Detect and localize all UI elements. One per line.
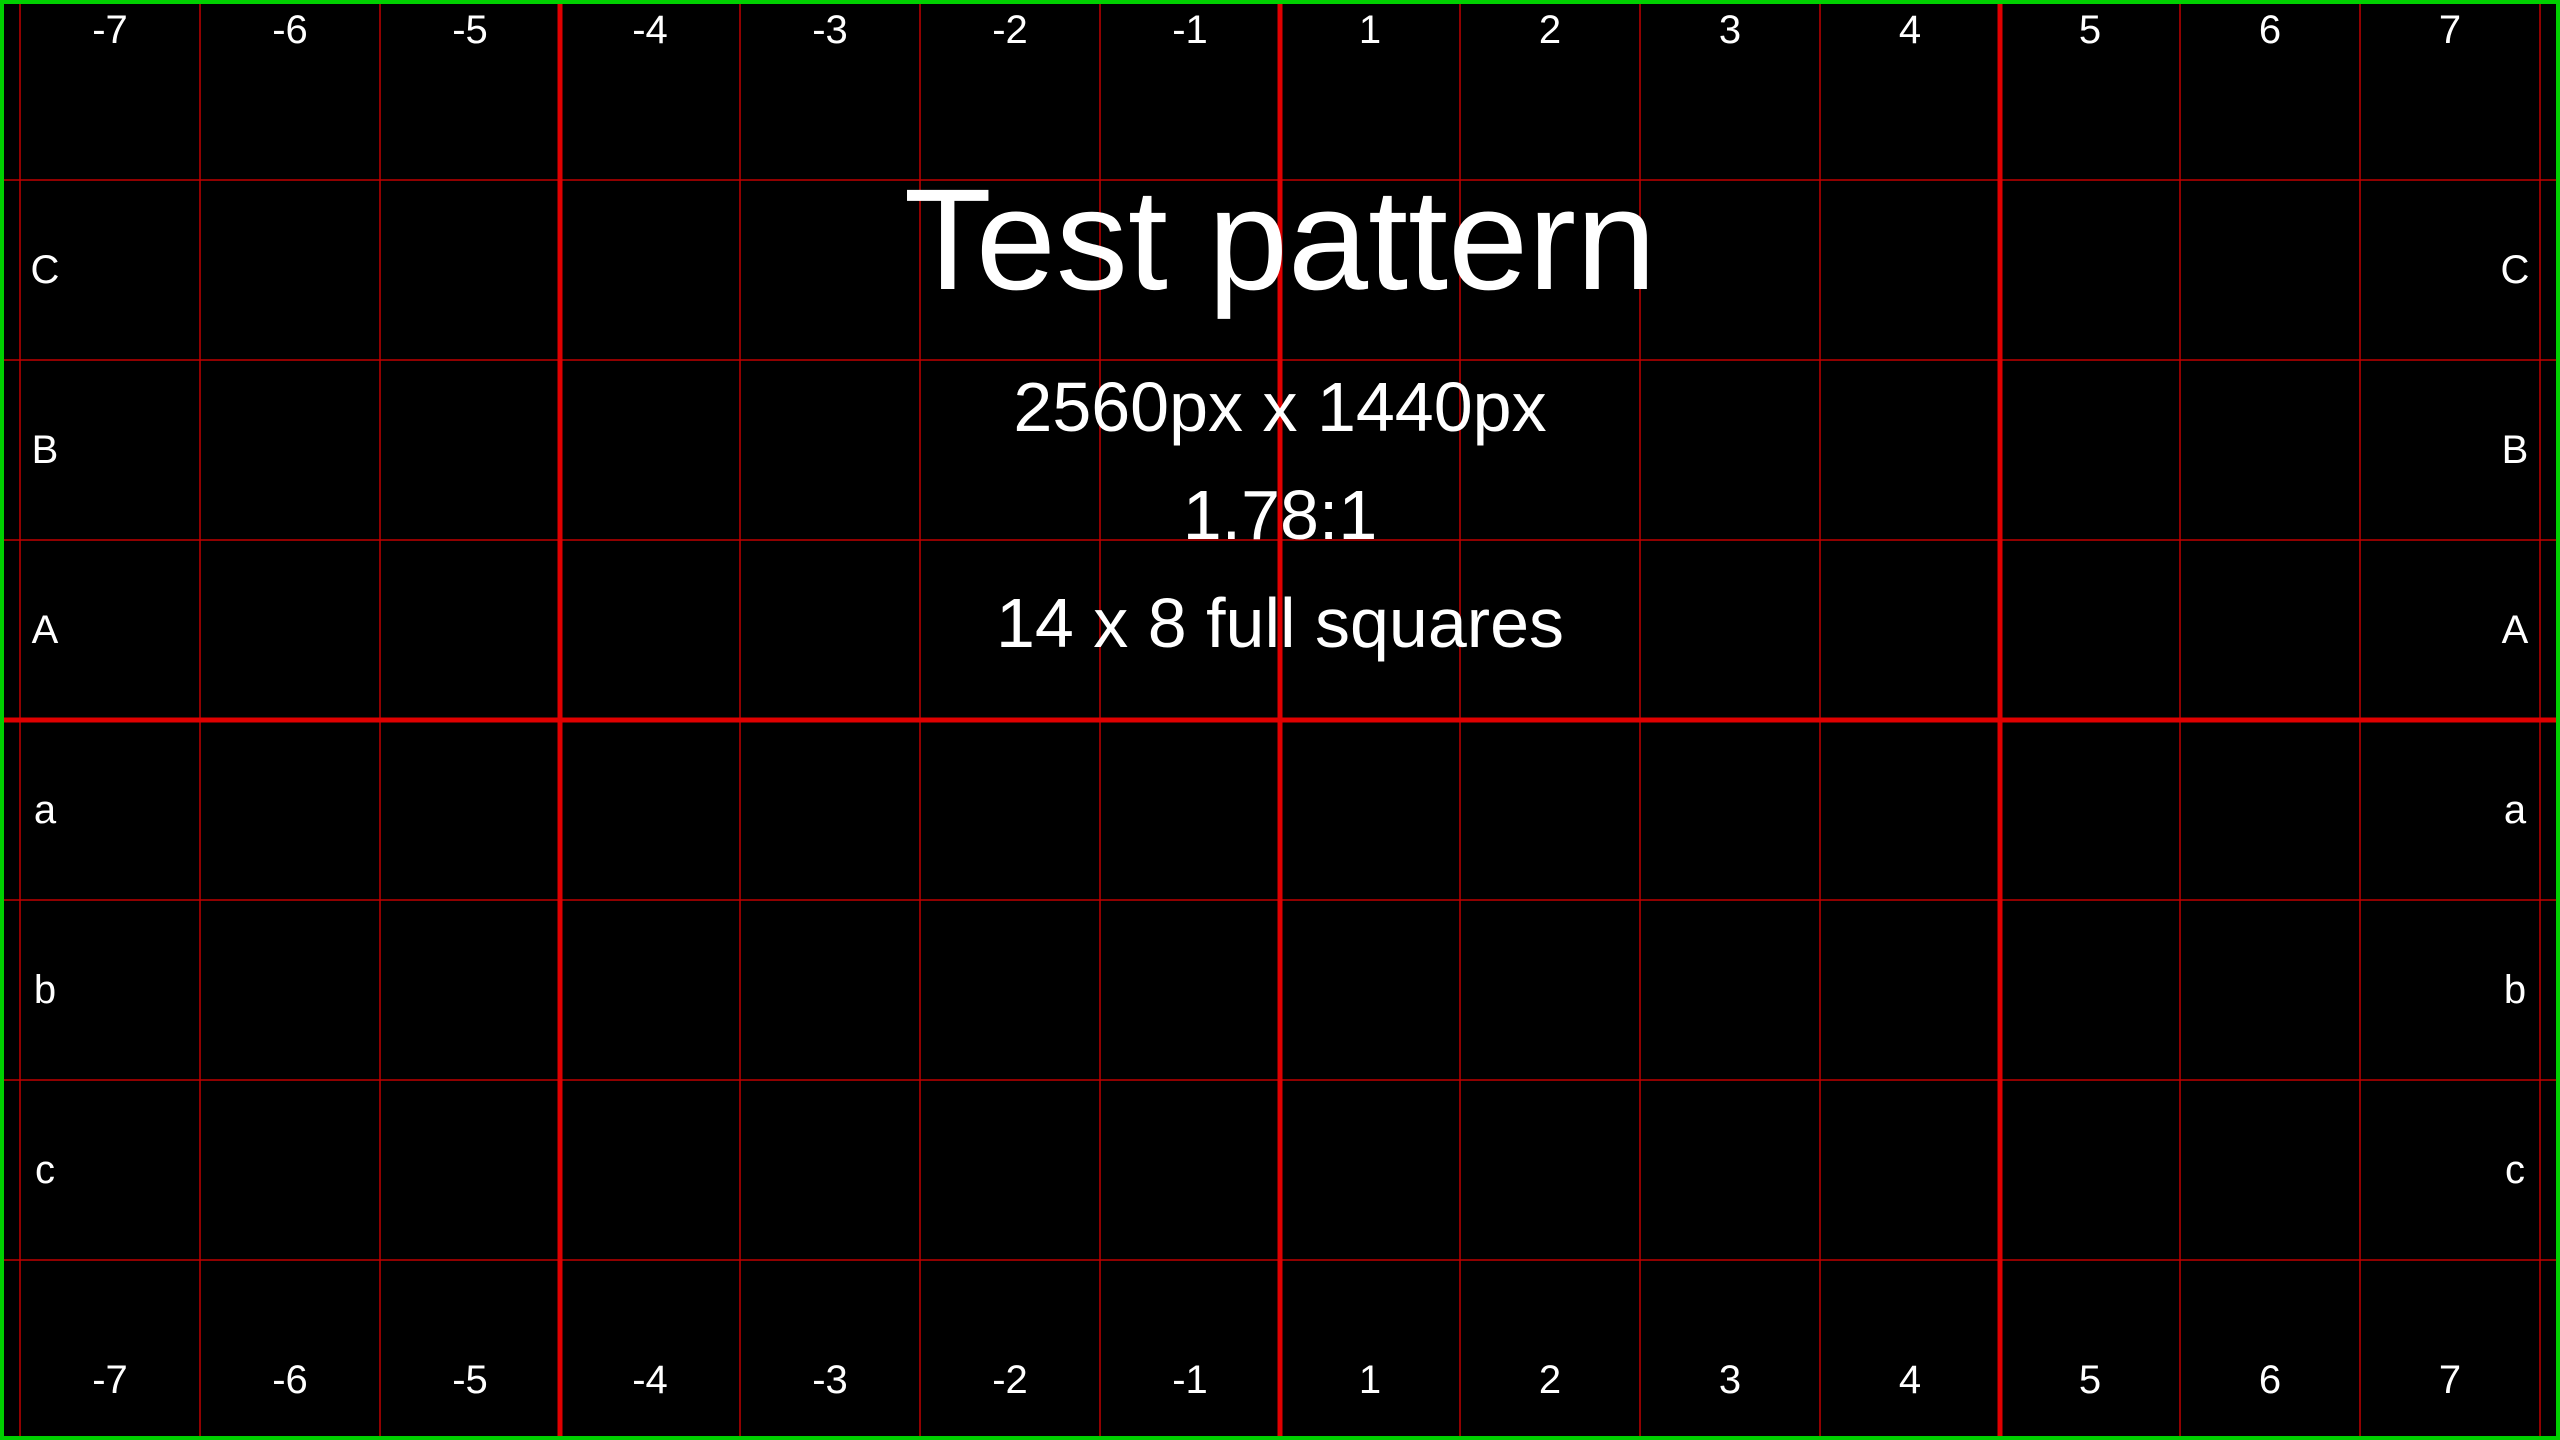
column-label-top: 2 — [1538, 8, 1562, 52]
column-label-top: 5 — [2078, 8, 2102, 52]
row-label-right: c — [2505, 1148, 2525, 1192]
column-label-bottom: -6 — [272, 1358, 308, 1402]
column-label-top: 7 — [2438, 8, 2462, 52]
row-label-left: C — [30, 248, 60, 292]
column-label-bottom: -3 — [812, 1358, 848, 1402]
column-label-top: -4 — [632, 8, 668, 52]
column-label-bottom: -5 — [452, 1358, 488, 1402]
column-label-top: 4 — [1898, 8, 1922, 52]
column-label-bottom: 6 — [2258, 1358, 2282, 1402]
row-label-right: B — [2501, 428, 2529, 472]
row-label-right: b — [2503, 968, 2527, 1012]
column-label-top: -7 — [92, 8, 128, 52]
row-label-left: c — [35, 1148, 55, 1192]
column-label-bottom: 5 — [2078, 1358, 2102, 1402]
column-label-bottom: 1 — [1358, 1358, 1382, 1402]
column-label-bottom: 7 — [2438, 1358, 2462, 1402]
column-label-top: 6 — [2258, 8, 2282, 52]
row-label-right: C — [2500, 248, 2530, 292]
row-label-left: a — [33, 788, 57, 832]
row-label-right: a — [2503, 788, 2527, 832]
column-label-top: -2 — [992, 8, 1028, 52]
column-label-bottom: -7 — [92, 1358, 128, 1402]
row-label-right: A — [2501, 608, 2529, 652]
column-label-top: -6 — [272, 8, 308, 52]
column-label-bottom: 3 — [1718, 1358, 1742, 1402]
column-label-bottom: 4 — [1898, 1358, 1922, 1402]
column-label-bottom: -4 — [632, 1358, 668, 1402]
column-label-top: 3 — [1718, 8, 1742, 52]
column-label-bottom: -1 — [1172, 1358, 1208, 1402]
row-label-left: B — [31, 428, 59, 472]
row-label-left: A — [31, 608, 59, 652]
column-label-top: -3 — [812, 8, 848, 52]
row-label-left: b — [33, 968, 57, 1012]
column-label-bottom: -2 — [992, 1358, 1028, 1402]
column-label-top: -5 — [452, 8, 488, 52]
column-label-top: 1 — [1358, 8, 1382, 52]
column-label-top: -1 — [1172, 8, 1208, 52]
column-label-bottom: 2 — [1538, 1358, 1562, 1402]
